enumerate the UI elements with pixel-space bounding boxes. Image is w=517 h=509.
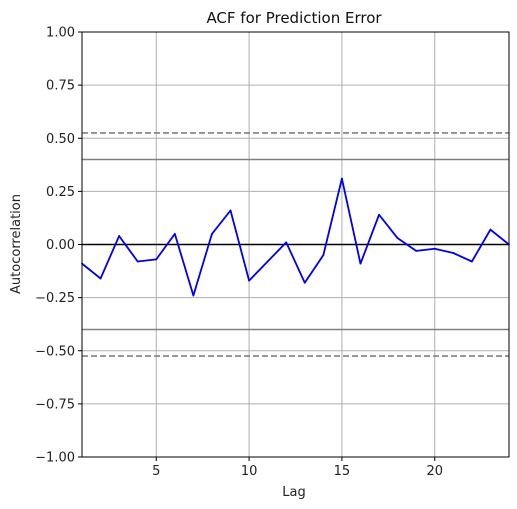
chart-title: ACF for Prediction Error (206, 9, 382, 27)
acf-point (396, 237, 399, 240)
acf-point (173, 232, 176, 235)
acf-point (155, 258, 158, 261)
acf-point (452, 252, 455, 254)
acf-point (470, 260, 473, 263)
acf-point (378, 213, 380, 216)
y-tick-label: 0.75 (46, 79, 75, 94)
reference-lines (82, 132, 509, 357)
acf-point (136, 260, 139, 263)
y-tick-label: −0.25 (35, 291, 75, 306)
acf-point (266, 260, 269, 263)
acf-point (415, 249, 418, 252)
acf-point (99, 277, 102, 280)
acf-point (285, 241, 288, 244)
y-tick-label: 0.00 (46, 238, 75, 253)
acf-point (322, 254, 325, 257)
x-tick-label: 15 (334, 464, 351, 479)
acf-point (192, 294, 195, 297)
y-tick-label: −0.50 (35, 344, 75, 359)
y-tick-label: −1.00 (35, 451, 75, 466)
acf-point (118, 235, 121, 237)
y-tick-label: 1.00 (46, 26, 75, 41)
ticks-layer: 5 10 15 20 −1.00 −0.75 −0.50 −0.25 0.00 0.25 0.50 0… (35, 26, 443, 480)
y-tick-label: 0.25 (46, 185, 75, 200)
acf-point (359, 262, 362, 265)
acf-point (229, 209, 232, 212)
acf-point (303, 281, 306, 284)
acf-point (211, 232, 213, 235)
x-tick-label: 20 (426, 464, 443, 479)
acf-point (489, 228, 492, 231)
series-layer (81, 177, 510, 297)
acf-point (433, 247, 436, 250)
y-tick-label: 0.50 (46, 132, 75, 147)
acf-point (341, 177, 343, 180)
acf-series-line (81, 177, 510, 297)
x-tick-label: 5 (152, 464, 160, 479)
acf-point (248, 279, 250, 282)
y-axis-label: Autocorrelation (9, 194, 24, 294)
x-tick-label: 10 (241, 464, 258, 479)
x-axis-label: Lag (282, 485, 305, 500)
y-tick-label: −0.75 (35, 397, 75, 412)
